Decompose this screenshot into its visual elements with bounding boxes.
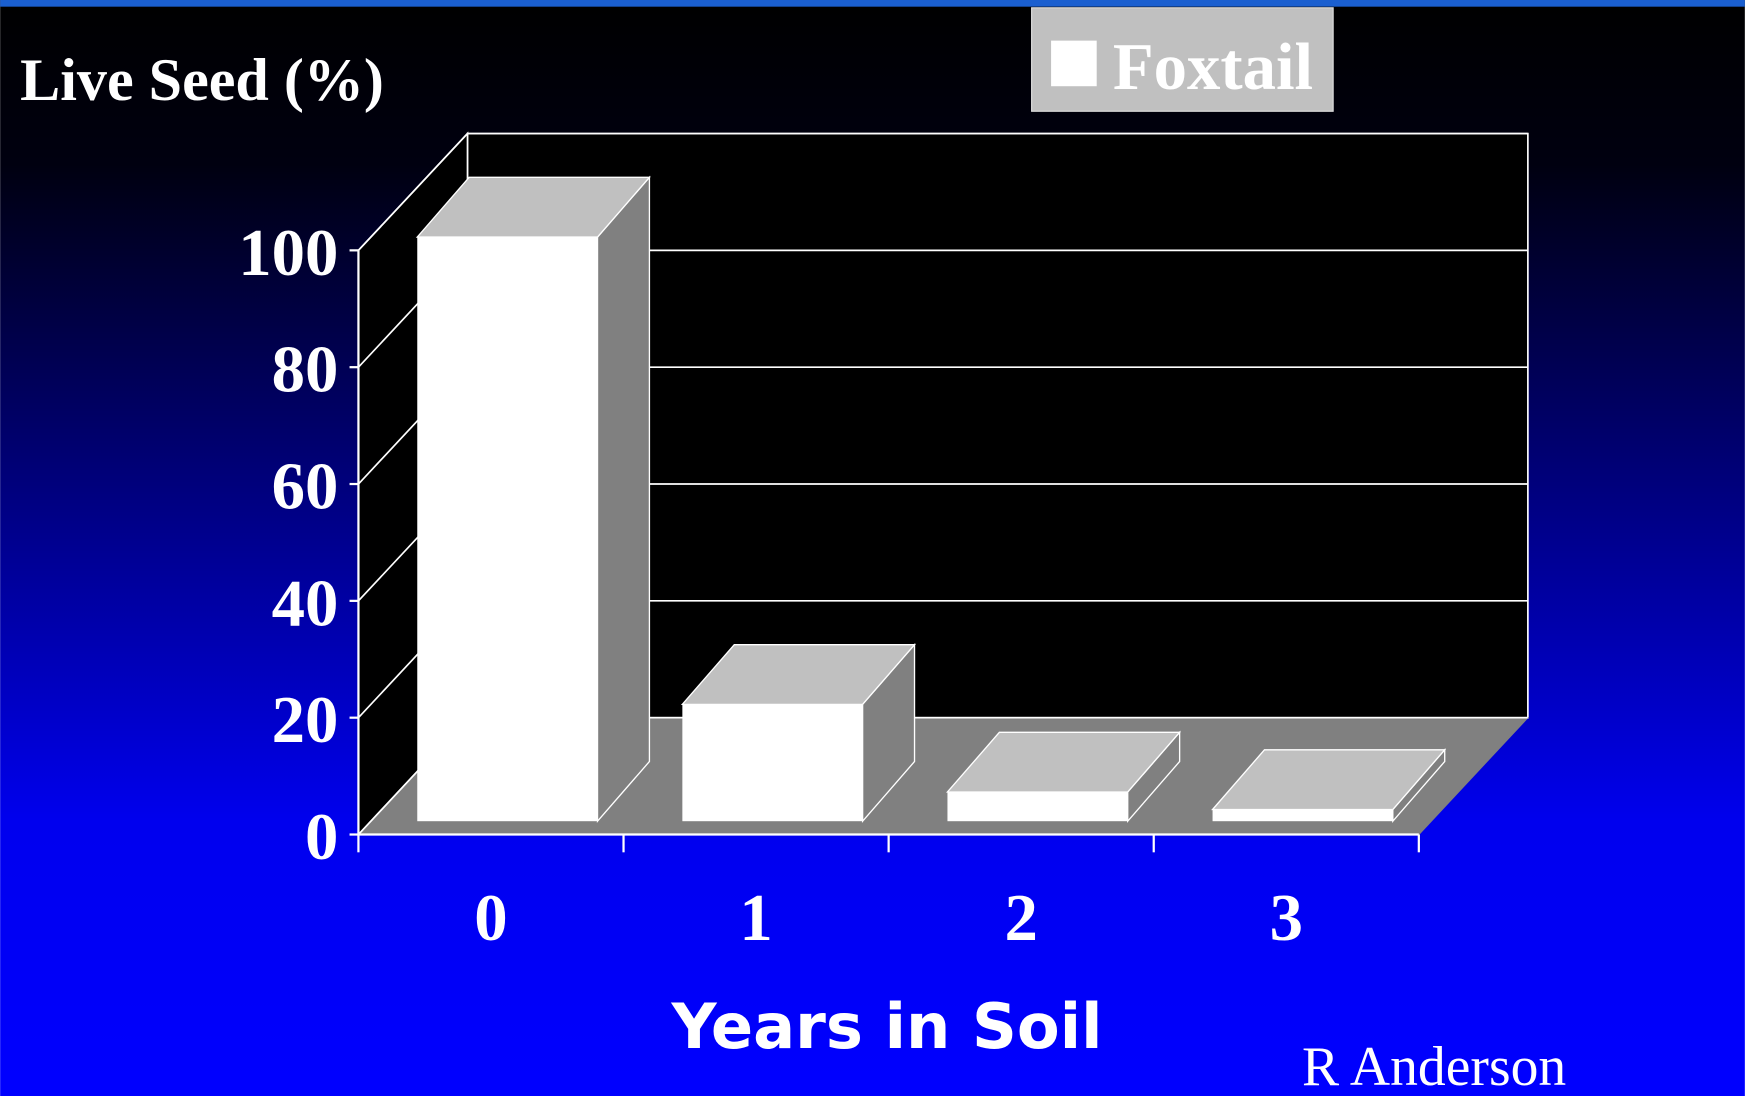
legend-swatch	[1051, 40, 1097, 87]
bar	[1212, 809, 1393, 822]
legend: Foxtail	[1031, 7, 1334, 112]
x-tick-label: 2	[1004, 882, 1037, 955]
source-note: R Anderson	[1302, 1036, 1566, 1096]
x-axis-title: Years in Soil	[670, 990, 1102, 1063]
x-tick-label: 0	[474, 882, 507, 955]
x-tick-label: 1	[739, 882, 772, 955]
bar	[682, 704, 863, 822]
side-grid-line	[357, 132, 469, 251]
y-axis-title: Live Seed (%)	[20, 46, 384, 113]
bar-side	[596, 175, 651, 823]
plot: 0 20 40 60 80 100 0 1 2 3	[238, 131, 1530, 955]
y-tick-label: 40	[272, 567, 339, 640]
top-border	[0, 0, 1745, 7]
y-tick-label: 0	[305, 801, 338, 874]
y-tick-label: 100	[238, 217, 338, 290]
y-tick-label: 60	[272, 450, 339, 523]
y-tick-label: 80	[272, 334, 339, 407]
y-tick-label: 20	[272, 684, 339, 757]
x-tick-label: 3	[1270, 882, 1303, 955]
bar	[947, 791, 1128, 822]
legend-label: Foxtail	[1113, 31, 1313, 104]
bar	[417, 237, 598, 822]
